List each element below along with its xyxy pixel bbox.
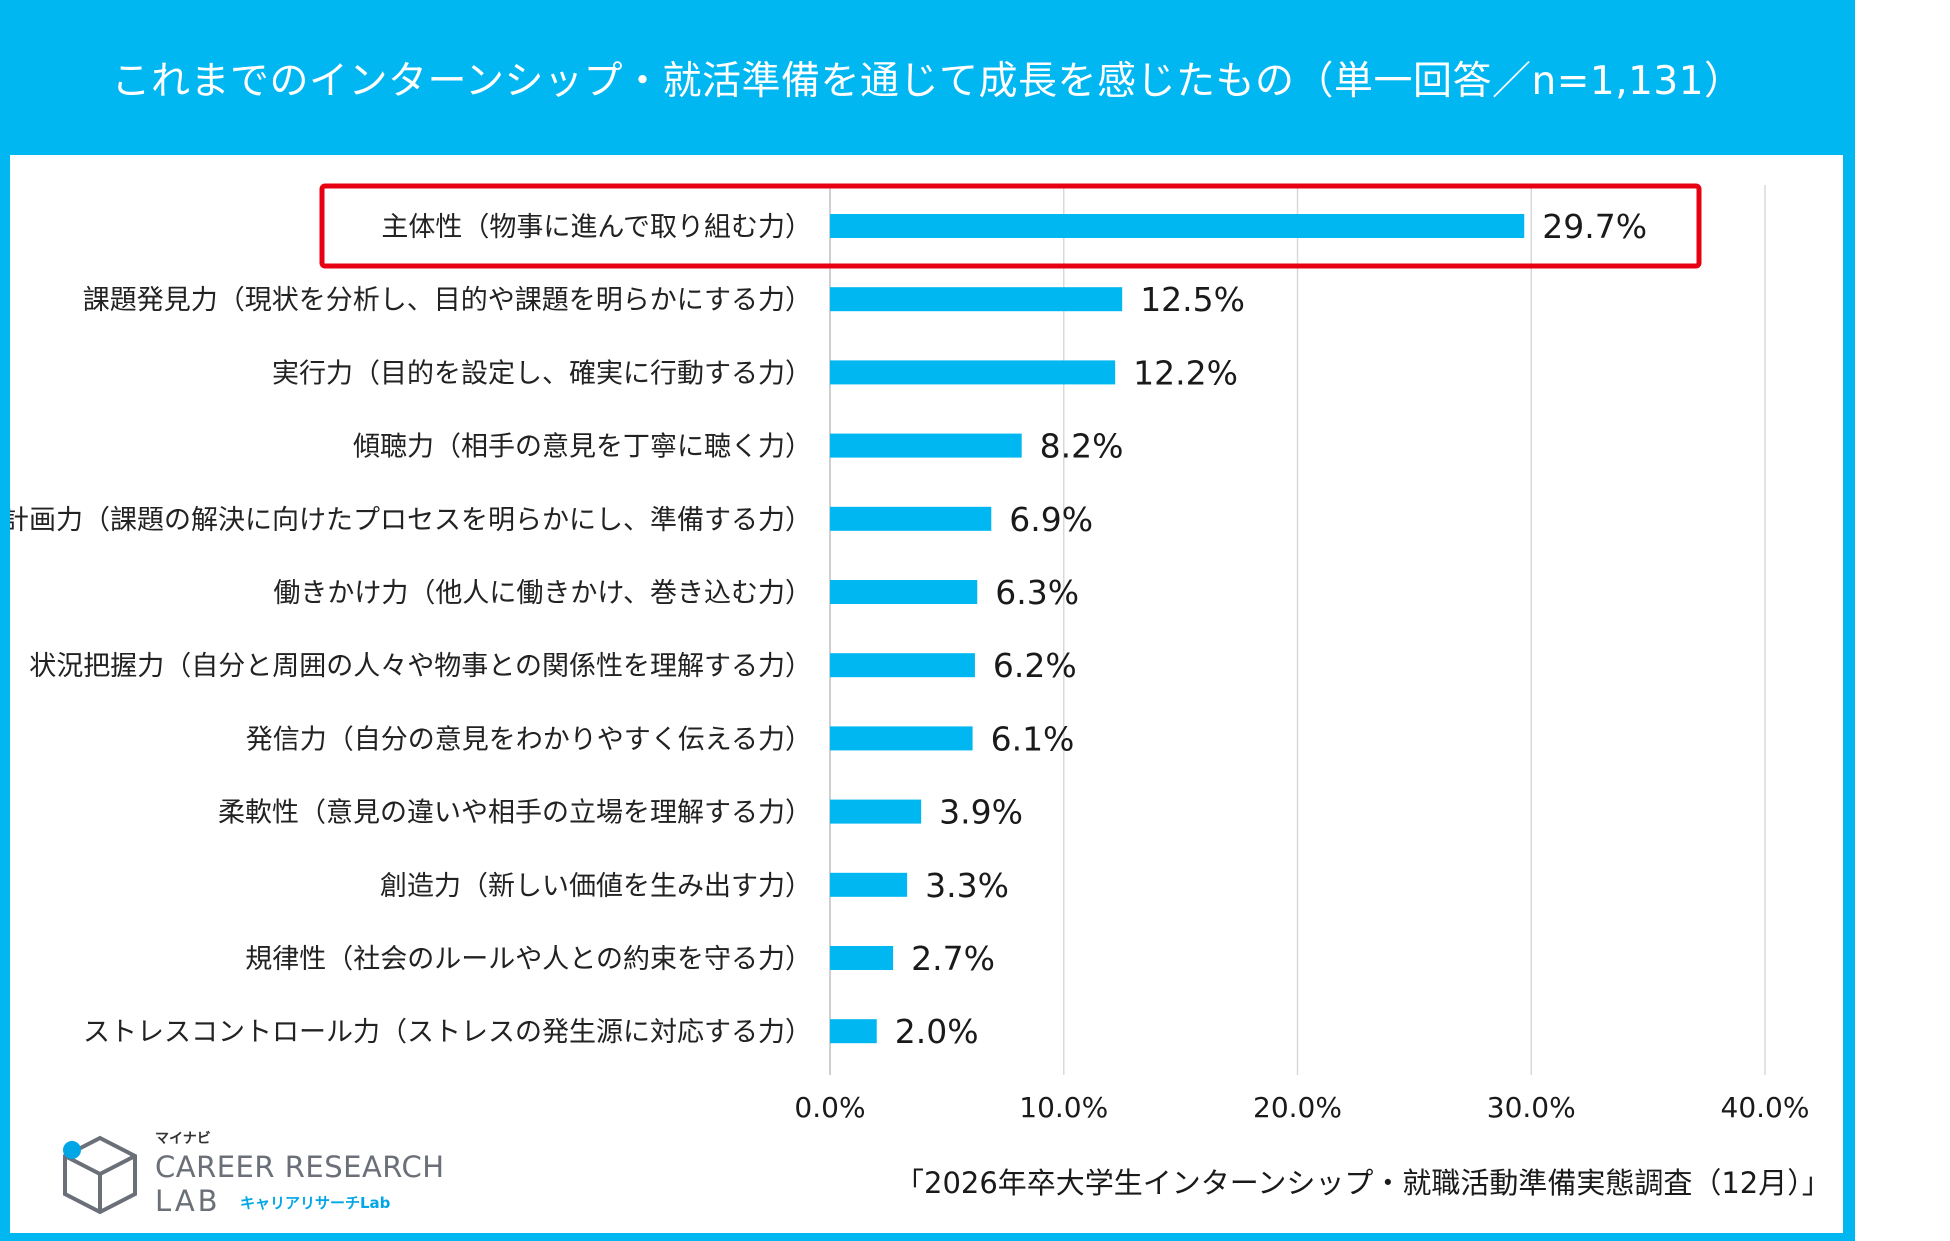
chart-frame: これまでのインターンシップ・就活準備を通じて成長を感じたもの（単一回答／n=1,…: [0, 0, 1855, 1241]
data-label: 12.5%: [1140, 280, 1245, 319]
x-tick-label: 20.0%: [1253, 1091, 1342, 1124]
bar: [830, 653, 975, 678]
logo-career-research-text: CAREER RESEARCH: [155, 1150, 445, 1184]
data-label: 6.2%: [993, 646, 1077, 685]
x-tick-label: 0.0%: [794, 1091, 865, 1124]
bar: [830, 433, 1022, 458]
source-citation: 「2026年卒大学生インターンシップ・就職活動準備実態調査（12月）」: [895, 1166, 1831, 1200]
bar: [830, 799, 922, 824]
bar: [830, 287, 1123, 312]
x-tick-label: 10.0%: [1019, 1091, 1108, 1124]
data-label: 6.1%: [991, 719, 1075, 758]
bar: [830, 580, 978, 604]
bar: [830, 872, 908, 897]
x-tick-label: 30.0%: [1487, 1091, 1576, 1124]
data-label: 12.2%: [1133, 353, 1238, 392]
x-tick-label: 40.0%: [1721, 1091, 1810, 1124]
category-label: 主体性（物事に進んで取り組む力）: [381, 212, 812, 243]
bar: [830, 360, 1116, 385]
category-label: 傾聴力（相手の意見を丁寧に聴く力）: [353, 432, 812, 463]
data-label: 29.7%: [1542, 207, 1647, 246]
bar: [830, 726, 973, 751]
category-label: 課題発見力（現状を分析し、目的や課題を明らかにする力）: [83, 285, 812, 316]
category-label: 実行力（目的を設定し、確実に行動する力）: [272, 358, 812, 389]
data-label: 2.0%: [895, 1012, 979, 1051]
chart-title: これまでのインターンシップ・就活準備を通じて成長を感じたもの（単一回答／n=1,…: [111, 58, 1744, 104]
data-label: 6.9%: [1009, 500, 1093, 539]
category-label: 計画力（課題の解決に向けたプロセスを明らかにし、準備する力）: [10, 505, 812, 536]
data-label: 3.9%: [939, 793, 1023, 832]
data-label: 8.2%: [1040, 427, 1124, 466]
cube-logo-icon: [63, 1135, 137, 1215]
data-label: 2.7%: [911, 939, 995, 978]
category-label: 状況把握力（自分と周囲の人々や物事との関係性を理解する力）: [29, 651, 812, 682]
category-label: 柔軟性（意見の違いや相手の立場を理解する力）: [218, 798, 812, 829]
category-label: 働きかけ力（他人に働きかけ、巻き込む力）: [273, 578, 812, 609]
chart-panel: 0.0% 10.0% 20.0% 30.0% 40.0% 主体性（物事に進んで取り組む力）…: [10, 155, 1843, 1233]
bar: [830, 946, 894, 970]
category-label: 創造力（新しい価値を生み出す力）: [380, 871, 812, 902]
bar: [830, 506, 992, 531]
data-label: 3.3%: [925, 866, 1009, 905]
career-research-lab-logo: マイナビ CAREER RESEARCH LAB キャリアリサーチLab: [50, 1128, 470, 1218]
logo-subtitle: キャリアリサーチLab: [240, 1194, 391, 1212]
logo-lab-text: LAB: [155, 1184, 221, 1218]
category-label: 規律性（社会のルールや人との約束を守る力）: [245, 944, 812, 975]
highlight-box: [319, 183, 1702, 269]
logo-mynavi-text: マイナビ: [155, 1131, 211, 1147]
category-label: ストレスコントロール力（ストレスの発生源に対応する力）: [83, 1017, 812, 1048]
bar: [830, 214, 1525, 238]
bar-chart: 0.0% 10.0% 20.0% 30.0% 40.0% 主体性（物事に進んで取り組む力）…: [10, 183, 1810, 1124]
data-label: 6.3%: [995, 573, 1079, 612]
bar: [830, 1019, 877, 1044]
category-label: 発信力（自分の意見をわかりやすく伝える力）: [246, 724, 812, 755]
